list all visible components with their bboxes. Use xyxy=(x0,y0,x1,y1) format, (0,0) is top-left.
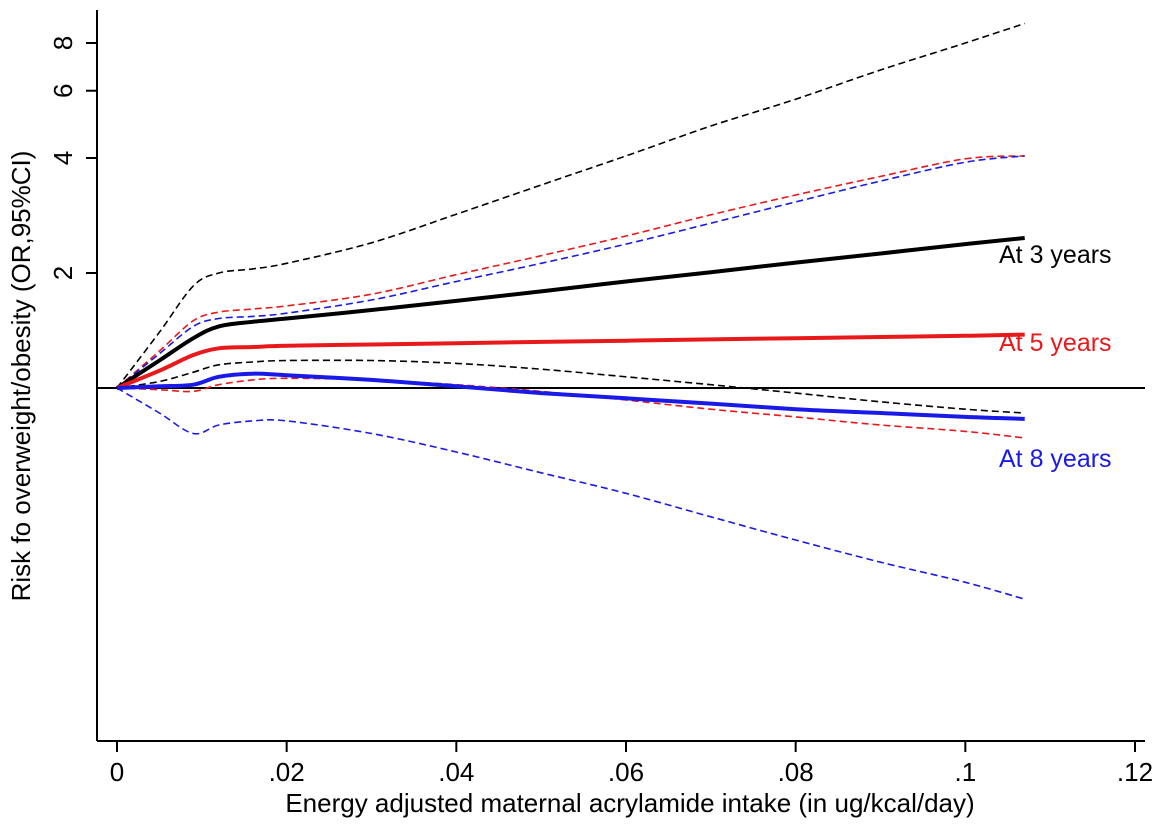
series-labels: At 3 years At 5 years At 8 years xyxy=(999,241,1112,473)
ci-upper-line-three xyxy=(116,22,1025,389)
x-axis-title: Energy adjusted maternal acrylamide inta… xyxy=(285,788,974,818)
estimate-line-eight xyxy=(116,371,1025,421)
x-tick-label: .04 xyxy=(438,757,474,787)
x-tick-label: .06 xyxy=(608,757,644,787)
x-tick-label: .08 xyxy=(778,757,814,787)
x-tick-label: .1 xyxy=(954,757,976,787)
estimate-line-five xyxy=(116,332,1025,390)
y-tick-label: 8 xyxy=(48,36,78,50)
series-label-eight: At 8 years xyxy=(999,445,1112,473)
x-tick-label: .02 xyxy=(269,757,305,787)
estimate-line-three xyxy=(115,236,1025,390)
ci-lower-line-eight xyxy=(116,387,1025,600)
ci-upper-line-eight xyxy=(116,155,1025,389)
ci-upper-line-five xyxy=(116,155,1025,389)
ci-lower-line-three xyxy=(116,359,1025,414)
y-axis-title: Risk fo overweight/obesity (OR,95%CI) xyxy=(6,151,36,602)
y-tick-label: 6 xyxy=(48,83,78,97)
plot-area xyxy=(97,22,1145,600)
x-tick-label: 0 xyxy=(110,757,124,787)
y-tick-label: 2 xyxy=(48,266,78,280)
x-axis-ticks: 0 .02 .04 .06 .08 .1 .12 xyxy=(110,741,1153,787)
y-axis-ticks: 2 4 6 8 xyxy=(48,36,97,280)
y-tick-label: 4 xyxy=(48,151,78,165)
x-tick-label: .12 xyxy=(1117,757,1153,787)
series-label-five: At 5 years xyxy=(999,329,1112,357)
series-label-three: At 3 years xyxy=(999,241,1112,269)
